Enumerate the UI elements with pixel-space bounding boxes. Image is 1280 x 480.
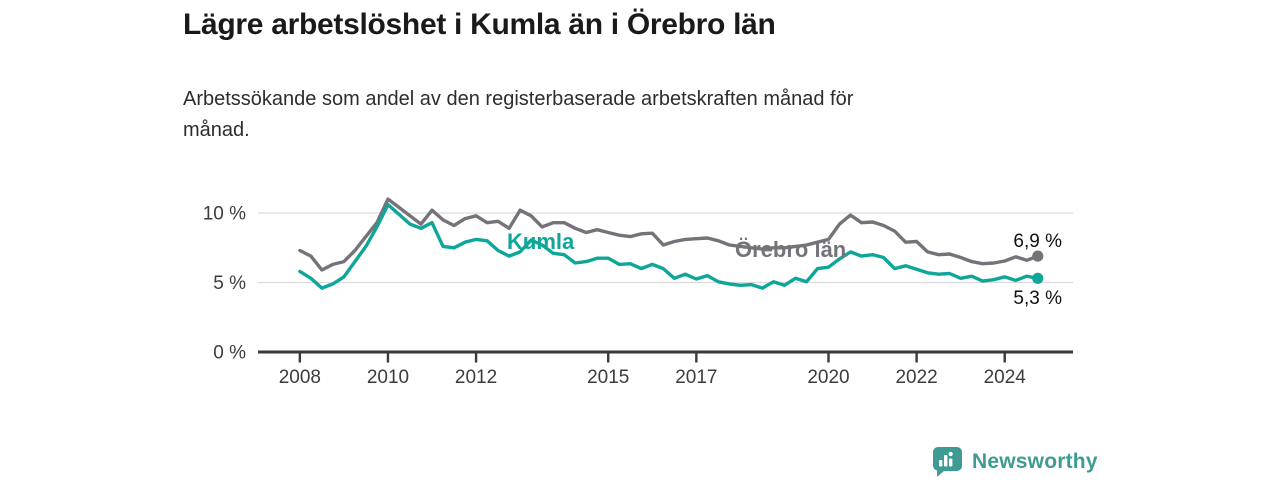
chart-subtitle: Arbetssökande som andel av den registerb… <box>183 84 853 146</box>
x-axis-tick-label: 2017 <box>675 367 717 388</box>
x-axis-tick-label: 2010 <box>367 367 409 388</box>
series-label-orebro-lan: Örebro län <box>735 237 847 262</box>
x-axis-tick-label: 2012 <box>455 367 497 388</box>
subtitle-line-1: Arbetssökande som andel av den registerb… <box>183 88 854 110</box>
brand-name: Newsworthy <box>972 449 1098 473</box>
page-title: Lägre arbetslöshet i Kumla än i Örebro l… <box>183 8 776 41</box>
x-axis-tick-label: 2022 <box>895 367 937 388</box>
x-axis-tick-label: 2024 <box>984 367 1027 388</box>
end-value-label-kumla: 5,3 % <box>1013 288 1062 309</box>
newsworthy-logo: Newsworthy <box>932 446 1098 477</box>
y-axis-tick-label: 10 % <box>203 204 246 225</box>
bar-chart-speech-bubble-icon <box>933 447 962 477</box>
x-axis-tick-label: 2008 <box>279 367 321 388</box>
x-axis-tick-label: 2015 <box>587 367 629 388</box>
x-axis-tick-label: 2020 <box>807 367 849 388</box>
series-line-kumla <box>298 202 1040 290</box>
end-value-label-orebro: 6,9 % <box>1013 231 1062 252</box>
subtitle-line-2: månad. <box>183 119 250 141</box>
series-end-dot-kumla <box>1032 272 1044 284</box>
series-label-kumla: Kumla <box>507 229 575 254</box>
series-line--rebro-l-n <box>298 197 1040 272</box>
y-axis-tick-label: 5 % <box>213 273 246 294</box>
y-axis-tick-label: 0 % <box>213 343 246 364</box>
series-end-dot--rebro-l-n <box>1032 250 1044 262</box>
